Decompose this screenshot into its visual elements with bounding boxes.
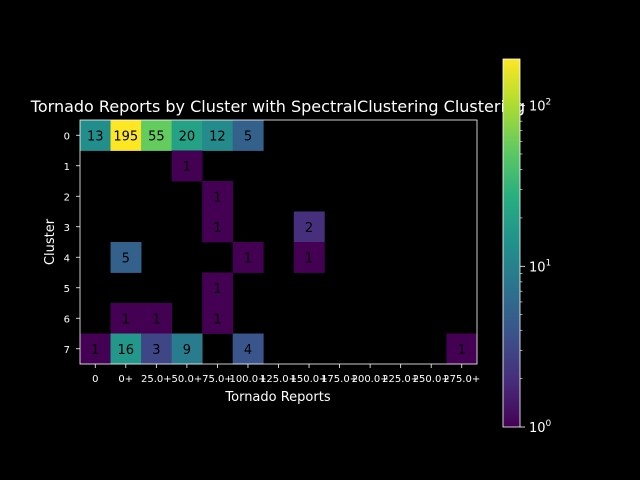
y-tick-label: 6 [64, 314, 70, 325]
cell-value-label: 1 [213, 190, 221, 205]
heatmap-cell [202, 303, 234, 334]
heatmap-cell [110, 303, 142, 334]
heatmap-cell [232, 333, 264, 365]
colorbar-ticks: 100 101 102 [520, 98, 552, 436]
cell-value-label: 1 [213, 221, 221, 236]
heatmap-cell [171, 150, 203, 182]
heatmap-cell [293, 242, 325, 273]
x-tick-label: 125.0+ [260, 374, 297, 385]
x-tick-label: 275.0+ [443, 374, 480, 385]
heatmap-cell [141, 333, 173, 365]
y-axis-label: Cluster [43, 218, 58, 265]
colorbar-tick-label: 100 [529, 419, 552, 436]
heatmap-cell [202, 181, 234, 212]
heatmap-cell [141, 303, 173, 334]
cell-value-label: 4 [244, 343, 252, 358]
heatmap-cell [446, 333, 478, 365]
x-axis-label: Tornado Reports [224, 390, 330, 405]
cell-value-label: 9 [183, 343, 191, 358]
heatmap-cell [141, 120, 173, 151]
heatmap-cell [202, 120, 234, 151]
y-tick-label: 4 [64, 253, 70, 264]
heatmap-cell [293, 211, 325, 243]
x-tick-label: 250.0+ [413, 374, 450, 385]
x-tick-label: 25.0+ [141, 374, 172, 385]
cell-value-label: 1 [244, 251, 252, 266]
heatmap-cell [232, 120, 264, 151]
x-tick-label: 50.0+ [172, 374, 203, 385]
heatmap-cell [110, 242, 142, 273]
x-tick-label: 200.0+ [352, 374, 389, 385]
y-tick-label: 3 [64, 223, 70, 234]
y-axis-ticks: 0 1 2 3 4 5 6 7 [64, 131, 80, 356]
heatmap-cell [110, 120, 142, 151]
x-tick-label: 150.0+ [291, 374, 328, 385]
cell-value-label: 1 [122, 312, 130, 327]
cell-value-label: 3 [152, 343, 160, 358]
cell-value-label: 1 [213, 312, 221, 327]
x-tick-label: 225.0+ [382, 374, 419, 385]
chart-title: Tornado Reports by Cluster with Spectral… [30, 97, 525, 116]
colorbar-tick-label: 102 [529, 98, 551, 115]
x-tick-label: 100.0+ [229, 374, 266, 385]
x-axis-ticks: 0 0+ 25.0+ 50.0+ 75.0+100.0+125.0+150.0+175.… [92, 364, 480, 385]
cell-value-label: 12 [209, 129, 226, 144]
cell-value-label: 1 [91, 343, 99, 358]
heatmap-cell [80, 120, 111, 151]
cell-value-label: 195 [113, 129, 138, 144]
cell-value-label: 55 [148, 129, 165, 144]
y-tick-label: 5 [64, 284, 70, 295]
y-tick-label: 7 [64, 345, 70, 356]
colorbar-tick-label: 101 [529, 258, 551, 275]
cell-value-label: 5 [244, 129, 252, 144]
y-tick-label: 2 [64, 192, 70, 203]
heatmap-cell [202, 272, 234, 304]
heatmap-cell [80, 333, 111, 365]
cell-value-label: 2 [305, 221, 313, 236]
cell-value-label: 1 [305, 251, 313, 266]
cell-value-label: 1 [183, 160, 191, 175]
heatmap-cell [202, 211, 234, 243]
cell-value-label: 1 [458, 343, 466, 358]
x-tick-label: 75.0+ [202, 374, 233, 385]
cell-value-label: 1 [213, 282, 221, 297]
heatmap-cell [171, 120, 203, 151]
cell-value-label: 20 [179, 129, 196, 144]
heatmap-cell [232, 242, 264, 273]
y-tick-label: 0 [64, 131, 70, 142]
cell-value-label: 16 [118, 343, 135, 358]
x-tick-label: 175.0+ [321, 374, 358, 385]
cell-value-label: 13 [87, 129, 104, 144]
x-tick-label: 0+ [118, 374, 133, 385]
cell-value-label: 5 [122, 251, 130, 266]
cell-value-label: 1 [152, 312, 160, 327]
colorbar [502, 58, 521, 428]
heatmap-cell [110, 333, 142, 365]
heatmap-cell [171, 333, 203, 365]
x-tick-label: 0 [92, 374, 98, 385]
y-tick-label: 1 [64, 162, 70, 173]
